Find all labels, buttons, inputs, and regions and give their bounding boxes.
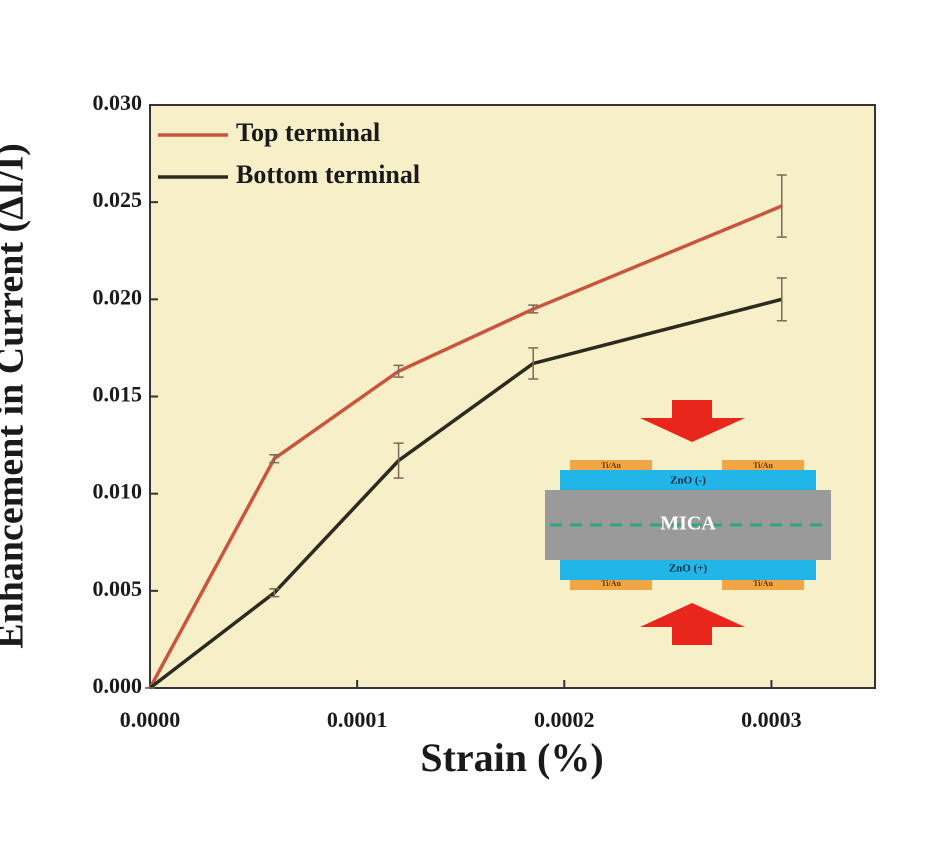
y-axis-label: Enhancement in Current (ΔI/I) (0, 143, 32, 649)
plot-background (150, 105, 875, 688)
y-tick-label: 0.020 (93, 284, 143, 309)
y-tick-label: 0.025 (93, 187, 143, 212)
y-tick-label: 0.010 (93, 479, 143, 504)
x-tick-label: 0.0000 (120, 707, 181, 732)
legend-label: Bottom terminal (236, 160, 420, 189)
inset-label: Ti/Au (753, 579, 773, 588)
x-tick-label: 0.0002 (534, 707, 595, 732)
inset-label: Ti/Au (601, 461, 621, 470)
chart: Enhancement in Current (ΔI/I) Strain (%)… (0, 0, 935, 851)
inset-label: ZnO (-) (670, 475, 706, 487)
y-tick-label: 0.030 (93, 90, 143, 115)
inset-label: MICA (660, 513, 716, 535)
x-tick-label: 0.0001 (327, 707, 388, 732)
inset-label: ZnO (+) (669, 563, 708, 575)
y-tick-label: 0.000 (93, 673, 143, 698)
x-tick-label: 0.0003 (741, 707, 802, 732)
inset-label: Ti/Au (601, 579, 621, 588)
inset-label: Ti/Au (753, 461, 773, 470)
legend-label: Top terminal (236, 118, 380, 147)
y-tick-label: 0.005 (93, 576, 143, 601)
x-axis-label: Strain (%) (420, 735, 603, 780)
y-tick-label: 0.015 (93, 382, 143, 407)
